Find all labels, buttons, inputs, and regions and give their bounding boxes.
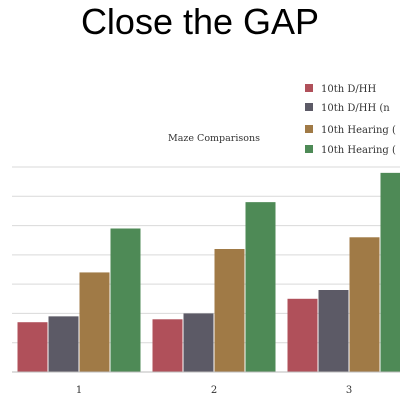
x-tick-label-1: 1 (76, 385, 82, 396)
bar-series-1-category-1 (17, 322, 48, 372)
legend-swatch-10th-dhh-n (305, 103, 313, 111)
bar-series-2-category-2 (183, 313, 214, 372)
x-tick-label-2: 2 (211, 385, 217, 396)
x-tick-label-3: 3 (346, 385, 352, 396)
legend-swatch-10th-dhh (305, 84, 313, 92)
bar-series-1-category-2 (152, 319, 183, 372)
legend-swatch-10th-hearing-1 (305, 125, 313, 133)
legend-label-10th-dhh-n: 10th D/HH (n (321, 103, 390, 114)
legend-label-10th-hearing-2: 10th Hearing ( (321, 145, 396, 156)
x-tick-labels: 1 2 3 (76, 385, 352, 396)
bar-series-2-category-3 (318, 290, 349, 372)
legend: 10th D/HH 10th D/HH (n 10th Hearing ( 10… (305, 84, 396, 156)
bar-series-3-category-3 (349, 237, 380, 372)
bar-series-4-category-1 (110, 228, 141, 372)
bar-series-2-category-1 (48, 316, 79, 372)
chart-title: Maze Comparisons (168, 133, 260, 144)
legend-swatch-10th-hearing-2 (305, 145, 313, 153)
bars (17, 172, 400, 372)
bar-series-3-category-2 (214, 249, 245, 372)
legend-label-10th-dhh: 10th D/HH (321, 84, 376, 95)
bar-series-4-category-3 (380, 172, 400, 372)
legend-label-10th-hearing-1: 10th Hearing ( (321, 125, 396, 136)
bar-series-3-category-1 (79, 272, 110, 372)
bar-series-1-category-3 (287, 298, 318, 372)
bar-series-4-category-2 (245, 202, 276, 372)
slide-title: Close the GAP (80, 1, 320, 42)
